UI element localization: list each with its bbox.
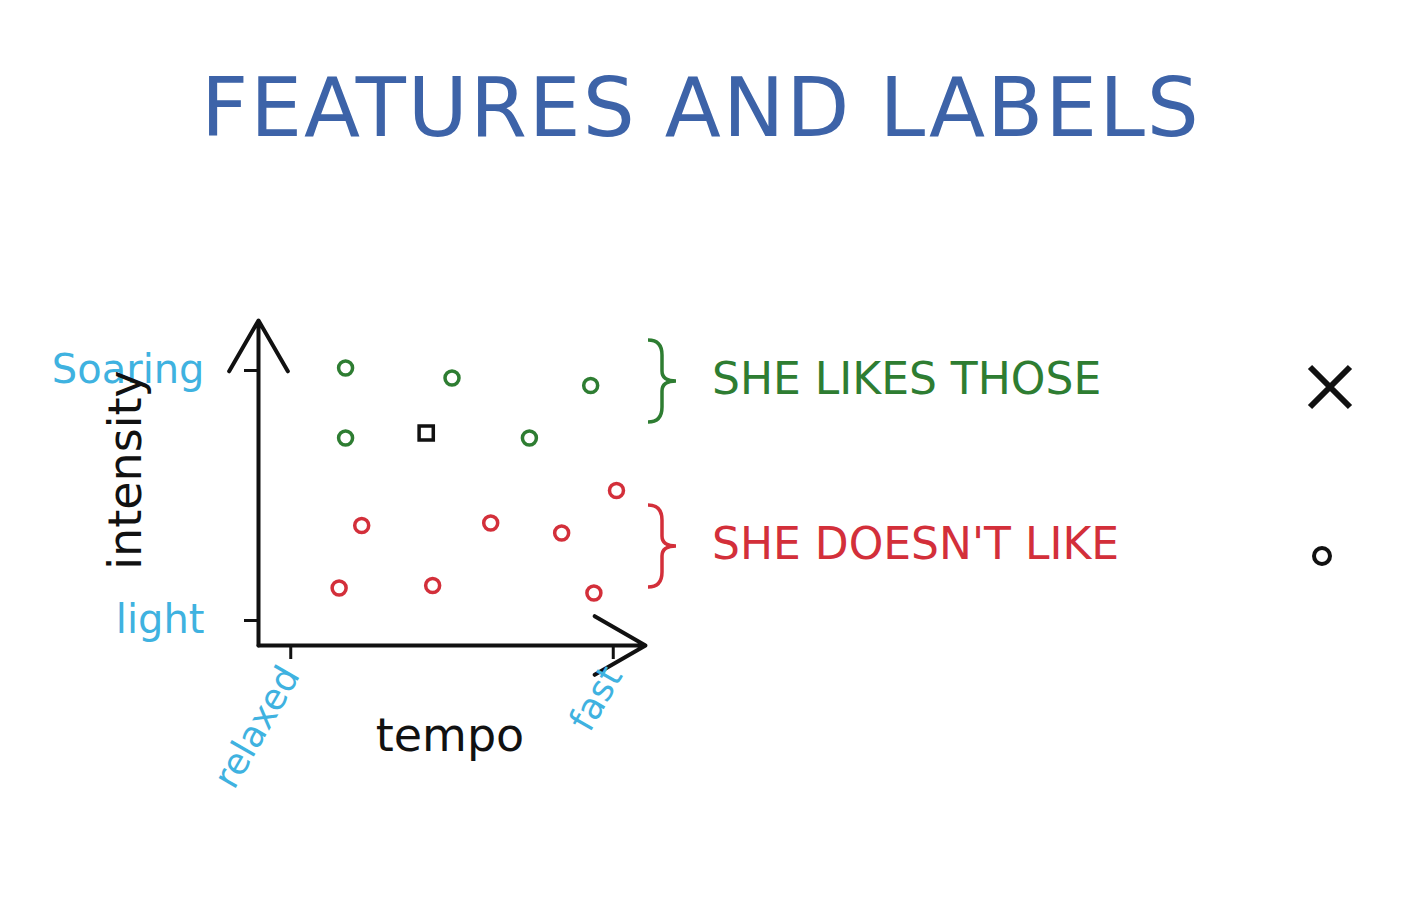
html-text:FEATURES AND LABELS: FEATURES AND LABELS <box>201 60 1201 155</box>
html-text:SHE DOESN'T LIKE: SHE DOESN'T LIKE <box>712 518 1120 569</box>
svg-text:Soaring: Soaring <box>51 346 205 393</box>
html-text:tempo: tempo <box>375 708 525 762</box>
svg-text:relaxed: relaxed <box>205 659 307 795</box>
svg-text:light: light <box>116 596 205 642</box>
html-text:intensity: intensity <box>98 370 152 570</box>
svg-text:fast: fast <box>561 659 630 738</box>
html-text:SHE LIKES THOSE: SHE LIKES THOSE <box>712 353 1102 404</box>
